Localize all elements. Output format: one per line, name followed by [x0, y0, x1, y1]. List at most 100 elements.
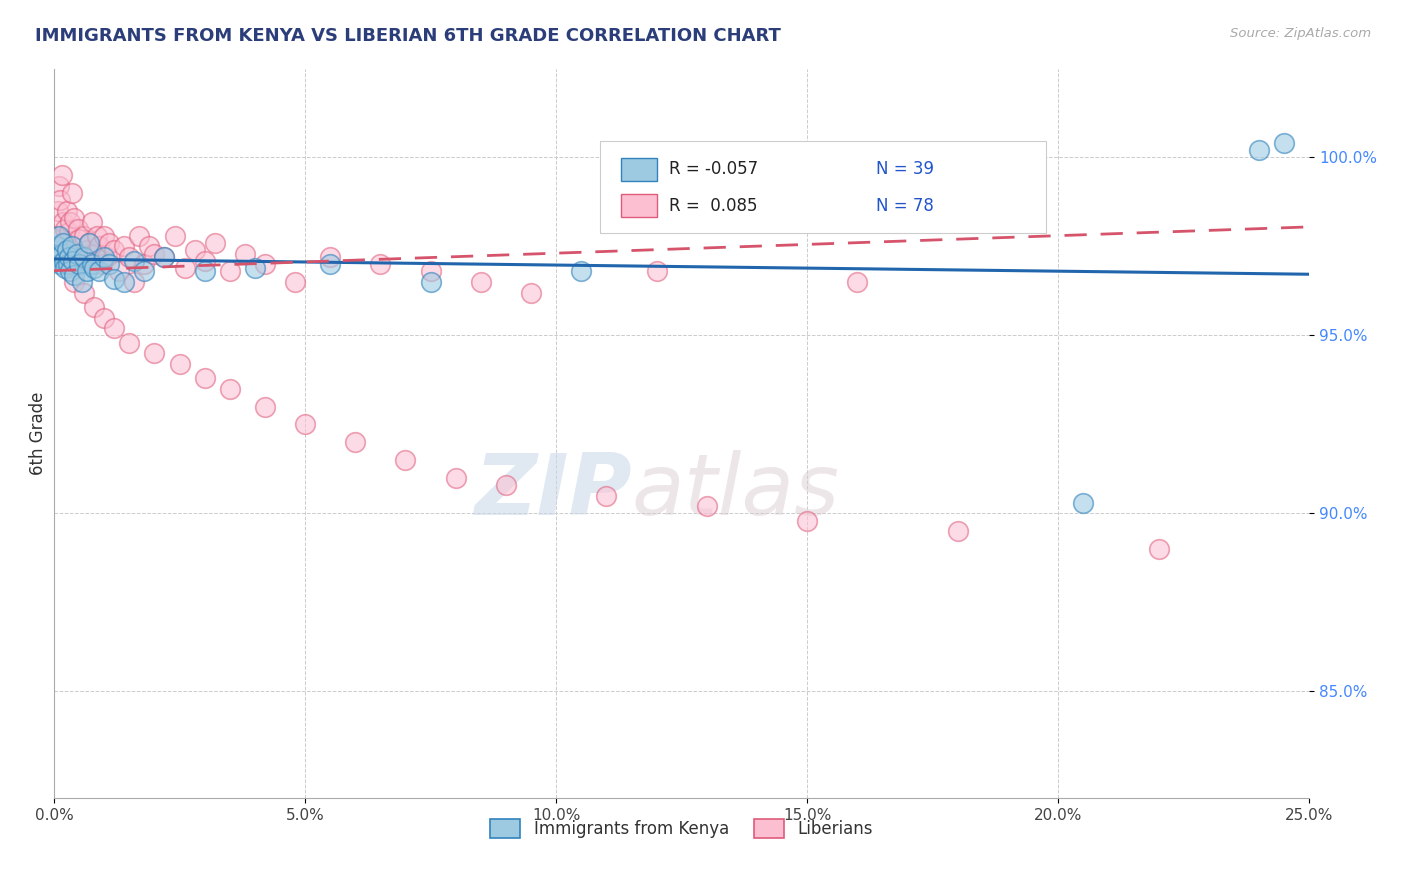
Point [319, 257, 342, 271]
Point [67, 257, 90, 271]
Point [65, 246, 87, 260]
Point [77, 235, 100, 250]
Point [70, 275, 93, 289]
Point [58, 250, 80, 264]
Point [183, 243, 205, 257]
Point [62, 253, 84, 268]
Point [645, 264, 668, 278]
Text: N = 78: N = 78 [876, 197, 934, 215]
Point [569, 264, 592, 278]
Point [83, 300, 105, 314]
Point [370, 257, 392, 271]
Point [243, 260, 266, 275]
Point [108, 264, 131, 278]
Point [89, 264, 111, 278]
Point [103, 243, 125, 257]
Point [118, 335, 141, 350]
Point [253, 400, 276, 414]
Point [194, 253, 217, 268]
Point [946, 524, 969, 539]
Text: IMMIGRANTS FROM KENYA VS LIBERIAN 6TH GRADE CORRELATION CHART: IMMIGRANTS FROM KENYA VS LIBERIAN 6TH GR… [35, 27, 780, 45]
Point [77, 235, 100, 250]
Point [696, 500, 718, 514]
Point [143, 346, 166, 360]
Point [51, 169, 73, 183]
Point [112, 239, 135, 253]
FancyBboxPatch shape [600, 142, 1046, 233]
Point [470, 275, 492, 289]
Point [194, 264, 217, 278]
Point [51, 246, 73, 260]
Point [124, 253, 146, 268]
Point [419, 264, 441, 278]
Point [595, 489, 617, 503]
Point [55, 203, 77, 218]
Point [103, 321, 125, 335]
Point [93, 250, 115, 264]
Point [194, 371, 217, 385]
Point [96, 250, 118, 264]
Point [59, 264, 82, 278]
Point [53, 221, 76, 235]
Point [846, 275, 869, 289]
Point [80, 214, 103, 228]
Point [83, 260, 105, 275]
Point [49, 193, 72, 207]
Text: R =  0.085: R = 0.085 [669, 197, 758, 215]
Point [153, 250, 176, 264]
Point [46, 203, 69, 218]
Point [48, 228, 70, 243]
Point [444, 471, 467, 485]
Point [112, 275, 135, 289]
Bar [621, 158, 657, 181]
Point [60, 186, 83, 200]
Point [45, 239, 67, 253]
Point [53, 253, 76, 268]
Point [66, 221, 89, 235]
Point [233, 246, 256, 260]
Point [63, 275, 86, 289]
Point [1071, 496, 1094, 510]
Point [55, 243, 77, 257]
Point [63, 211, 86, 225]
Point [153, 250, 176, 264]
Point [796, 514, 818, 528]
Point [124, 275, 146, 289]
Point [52, 214, 75, 228]
Point [46, 250, 69, 264]
Point [173, 260, 195, 275]
Bar [621, 194, 657, 218]
Point [419, 275, 441, 289]
Point [45, 228, 67, 243]
Point [67, 232, 90, 246]
Point [83, 246, 105, 260]
Text: Source: ZipAtlas.com: Source: ZipAtlas.com [1230, 27, 1371, 40]
Point [49, 257, 72, 271]
Point [89, 239, 111, 253]
Point [60, 239, 83, 253]
Point [59, 214, 82, 228]
Point [53, 260, 76, 275]
Point [63, 268, 86, 282]
Point [394, 453, 416, 467]
Point [70, 250, 93, 264]
Legend: Immigrants from Kenya, Liberians: Immigrants from Kenya, Liberians [484, 812, 880, 845]
Point [1272, 136, 1295, 151]
Text: R = -0.057: R = -0.057 [669, 161, 758, 178]
Point [73, 250, 96, 264]
Text: atlas: atlas [631, 450, 839, 533]
Point [134, 264, 156, 278]
Point [143, 246, 166, 260]
Point [103, 271, 125, 285]
Point [520, 285, 543, 300]
Point [90, 257, 112, 271]
Point [55, 257, 77, 271]
Point [169, 357, 191, 371]
Point [134, 257, 156, 271]
Point [76, 264, 98, 278]
Point [284, 275, 307, 289]
Text: N = 39: N = 39 [876, 161, 934, 178]
Point [93, 310, 115, 325]
Point [204, 235, 226, 250]
Point [344, 435, 367, 450]
